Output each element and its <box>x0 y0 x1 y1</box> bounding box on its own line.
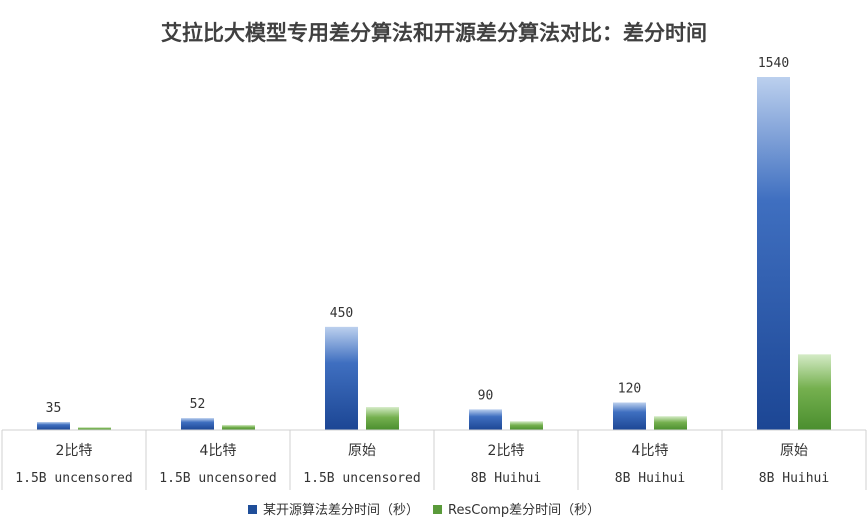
category-group-label: 1.5B uncensored <box>159 471 276 486</box>
legend: 某开源算法差分时间（秒） ResComp差分时间（秒） <box>248 503 600 518</box>
bar-rescomp-3 <box>510 421 543 430</box>
category-label: 原始 <box>780 443 808 459</box>
legend-entry: ResComp差分时间（秒） <box>448 503 600 518</box>
data-label: 35 <box>46 401 62 416</box>
chart-title: 艾拉比大模型专用差分算法和开源差分算法对比：差分时间 <box>161 21 707 45</box>
bar-rescomp-2 <box>366 407 399 430</box>
legend-entry: 某开源算法差分时间（秒） <box>263 503 419 518</box>
category-axis: 2比特 1.5B uncensored 4比特 1.5B uncensored 原始 1.… <box>1 429 867 490</box>
category-label: 2比特 <box>56 443 93 459</box>
data-label: 90 <box>478 388 494 403</box>
bar-rescomp-5 <box>798 354 831 430</box>
data-label: 52 <box>190 397 206 412</box>
category-group-label: 1.5B uncensored <box>303 471 420 486</box>
bar-opensource-5 <box>757 77 790 430</box>
bar-opensource-0 <box>37 421 70 430</box>
category-label: 4比特 <box>200 443 237 459</box>
category-label: 4比特 <box>632 443 669 459</box>
bar-rescomp-0 <box>78 427 111 430</box>
bar-opensource-2 <box>325 326 358 430</box>
category-group-label: 8B Huihui <box>471 471 541 486</box>
bar-rescomp-4 <box>654 416 687 430</box>
legend-swatch <box>433 505 443 514</box>
bar-rescomp-1 <box>222 424 255 430</box>
data-label: 450 <box>330 306 353 321</box>
category-group-label: 8B Huihui <box>615 471 685 486</box>
bar-opensource-3 <box>469 409 502 430</box>
plot-area: 35 52 450 90 120 1540 <box>37 56 831 430</box>
category-label: 原始 <box>348 443 376 459</box>
category-group-label: 8B Huihui <box>759 471 829 486</box>
data-label: 120 <box>618 381 641 396</box>
bar-opensource-1 <box>181 418 214 430</box>
category-group-label: 1.5B uncensored <box>15 471 132 486</box>
bar-opensource-4 <box>613 402 646 430</box>
data-label: 1540 <box>758 56 789 71</box>
category-label: 2比特 <box>488 443 525 459</box>
legend-swatch <box>248 505 257 514</box>
